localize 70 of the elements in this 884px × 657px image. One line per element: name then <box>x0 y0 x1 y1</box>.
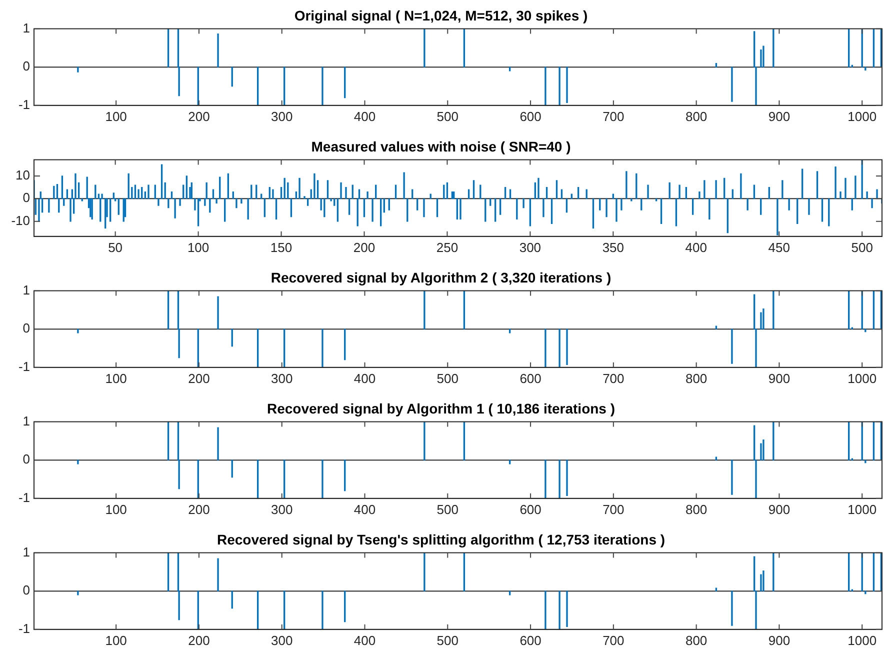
x-tick-label: 200 <box>188 108 210 124</box>
x-tick-label: 700 <box>602 370 624 386</box>
y-tick-label: 1 <box>22 413 30 428</box>
x-tick-label: 800 <box>685 108 708 124</box>
x-tick-label: 200 <box>188 632 210 648</box>
x-tick-label: 600 <box>520 632 542 648</box>
x-tick-label: 200 <box>353 240 376 255</box>
x-tick-label: 900 <box>768 370 790 386</box>
x-tick-label: 200 <box>188 370 210 386</box>
y-tick-label: -1 <box>18 620 30 636</box>
y-tick-label: -10 <box>11 212 30 228</box>
y-tick-label: 0 <box>22 452 30 467</box>
x-tick-label: 700 <box>602 632 624 648</box>
x-tick-label: 100 <box>105 632 127 648</box>
x-tick-label: 700 <box>602 502 624 517</box>
y-tick-label: -1 <box>18 358 30 374</box>
x-tick-label: 300 <box>271 632 293 648</box>
y-tick-label: 1 <box>22 544 30 560</box>
x-tick-label: 900 <box>768 632 790 648</box>
x-tick-label: 100 <box>187 240 210 255</box>
x-tick-label: 100 <box>105 370 127 386</box>
y-tick-label: 1 <box>22 282 30 298</box>
x-tick-label: 1000 <box>848 632 877 648</box>
x-tick-label: 300 <box>519 240 542 255</box>
x-tick-label: 350 <box>602 240 624 255</box>
y-tick-label: -1 <box>18 96 30 112</box>
x-tick-label: 100 <box>105 108 127 124</box>
x-tick-label: 400 <box>354 108 376 124</box>
x-tick-label: 450 <box>768 240 790 255</box>
x-tick-label: 1000 <box>848 370 877 386</box>
y-tick-label: -1 <box>18 490 30 505</box>
x-tick-label: 250 <box>436 240 458 255</box>
x-tick-label: 400 <box>685 240 707 255</box>
x-tick-label: 400 <box>354 502 376 517</box>
x-tick-label: 500 <box>851 240 873 255</box>
x-tick-label: 600 <box>520 108 542 124</box>
x-tick-label: 500 <box>436 502 458 517</box>
x-tick-label: 50 <box>108 240 123 255</box>
x-tick-label: 700 <box>602 108 624 124</box>
x-tick-label: 1000 <box>848 108 877 124</box>
y-tick-label: 0 <box>22 320 30 336</box>
x-tick-label: 500 <box>436 370 458 386</box>
y-tick-label: 0 <box>22 582 30 598</box>
x-tick-label: 400 <box>354 632 376 648</box>
chart-title: Recovered signal by Algorithm 2 ( 3,320 iterations ) <box>270 269 612 286</box>
x-tick-label: 900 <box>768 108 790 124</box>
x-tick-label: 500 <box>436 108 458 124</box>
y-tick-label: 0 <box>22 58 30 74</box>
x-tick-label: 100 <box>105 502 127 517</box>
chart-title: Recovered signal by Tseng's splitting algorithm ( 12,753 iterations ) <box>216 531 666 548</box>
y-tick-label: 10 <box>16 168 30 183</box>
x-tick-label: 400 <box>354 370 376 386</box>
chart-title: Original signal ( N=1,024, M=512, 30 spikes ) <box>294 7 588 24</box>
x-tick-label: 300 <box>271 108 293 124</box>
x-tick-label: 1000 <box>848 502 877 517</box>
x-tick-label: 300 <box>271 370 293 386</box>
chart-title: Recovered signal by Algorithm 1 ( 10,186 iterations ) <box>266 400 616 416</box>
x-tick-label: 600 <box>520 370 542 386</box>
y-tick-label: 1 <box>22 20 30 36</box>
chart-title: Measured values with noise ( SNR=40 ) <box>311 138 571 154</box>
x-tick-label: 800 <box>685 370 708 386</box>
x-tick-label: 300 <box>271 502 293 517</box>
x-tick-label: 800 <box>685 502 708 517</box>
x-tick-label: 200 <box>188 502 210 517</box>
x-tick-label: 500 <box>436 632 458 648</box>
x-tick-label: 600 <box>520 502 542 517</box>
x-tick-label: 900 <box>768 502 790 517</box>
x-tick-label: 150 <box>270 240 292 255</box>
x-tick-label: 800 <box>685 632 708 648</box>
y-tick-label: 0 <box>22 190 30 206</box>
